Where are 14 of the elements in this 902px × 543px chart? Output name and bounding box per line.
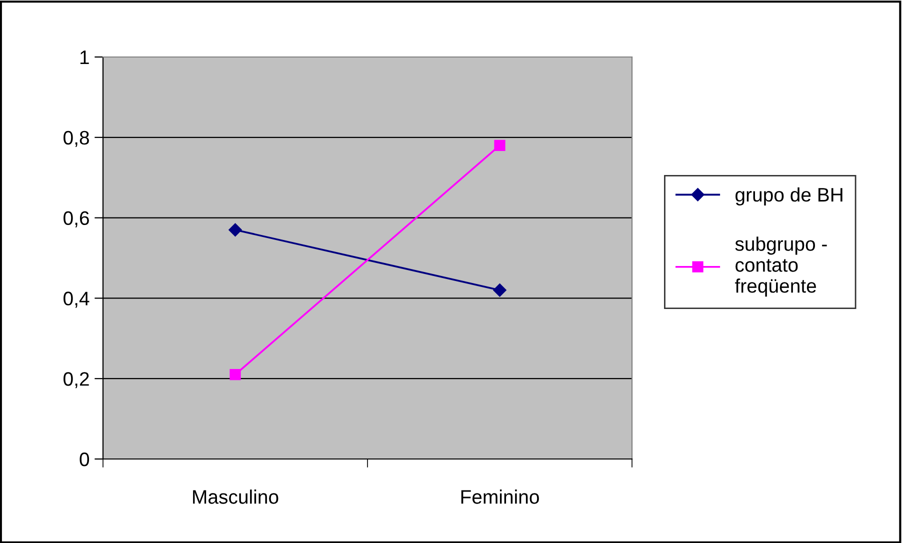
y-tick-label: 0,6	[64, 211, 89, 228]
point	[230, 369, 241, 380]
legend-label: grupo de BH	[736, 187, 842, 206]
y-tick-label: 1	[80, 50, 89, 64]
point	[228, 223, 242, 236]
point	[494, 140, 506, 151]
x-tick-label: Feminino	[461, 490, 539, 504]
y-tick-label: 0,2	[64, 372, 89, 388]
y-tick-label: 0,8	[64, 130, 89, 147]
x-tick-label: Masculino	[193, 490, 278, 504]
legend-label: subgrupo - contato freqüente	[735, 236, 827, 297]
y-tick-label: 0,4	[64, 292, 90, 308]
y-tick-label: 0	[80, 452, 90, 466]
point	[493, 284, 506, 297]
